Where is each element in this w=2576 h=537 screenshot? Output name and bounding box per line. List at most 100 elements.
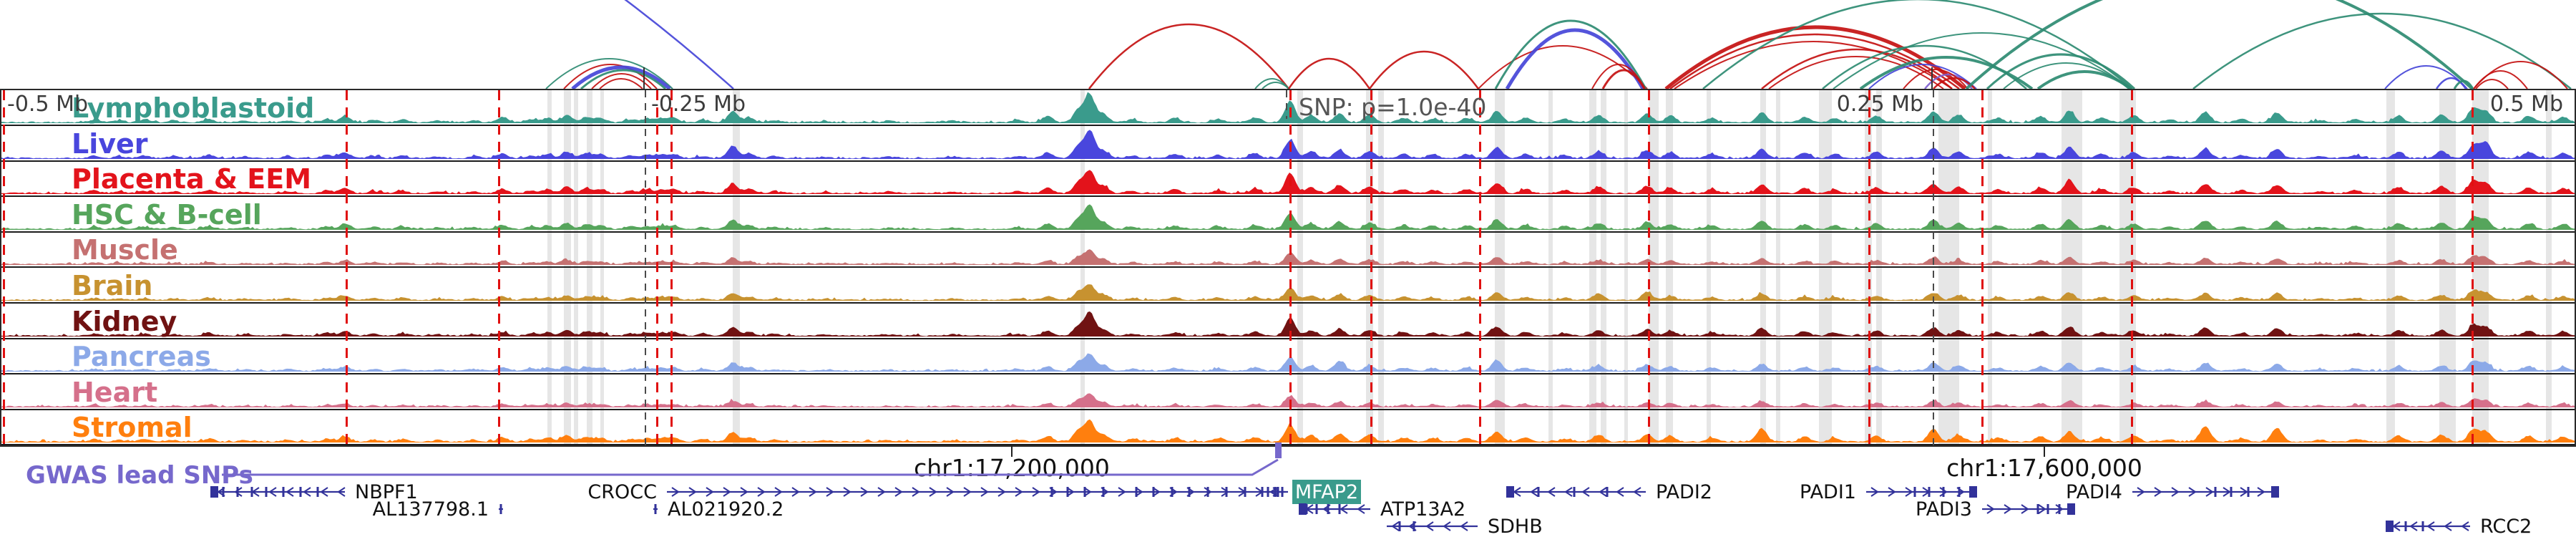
axis-tick-label-minus-0.25mb: -0.25 Mb [651, 92, 746, 117]
signal-area [1, 129, 2575, 159]
gene-mfap2: MFAP2 [1265, 480, 1361, 504]
gwas-snp-line [1868, 90, 1870, 445]
mfap2-highlight-box [1292, 480, 1361, 504]
gwas-snp-line [1981, 90, 1984, 445]
track-label-lymphoblastoid: Lymphoblastoid [72, 92, 315, 124]
signal-area [1, 393, 2575, 407]
interaction-arc [1254, 78, 1289, 89]
track-row-brain: Brain [1, 268, 2575, 304]
gwas-snp-line [1478, 90, 1481, 445]
track-label-muscle: Muscle [72, 234, 178, 266]
signal-area [1, 420, 2575, 443]
interaction-arc [1664, 25, 1966, 89]
interaction-arc [2192, 12, 2572, 89]
signal-area [1, 311, 2575, 337]
axis-tick-line [1933, 90, 1934, 445]
track-label-placenta-eem: Placenta & EEM [72, 163, 312, 195]
interaction-arc [1768, 56, 1944, 89]
interaction-arc [1368, 50, 1480, 89]
track-label-heart: Heart [72, 376, 158, 408]
chr-axis-tick [2044, 445, 2045, 457]
signal-area [1, 249, 2575, 266]
track-row-liver: Liver [1, 126, 2575, 162]
interaction-arc [1669, 33, 1960, 89]
gwas-snp-line [2471, 90, 2474, 445]
gene-padi2: PADI2 [1506, 481, 1712, 503]
track-row-pancreas: Pancreas [1, 339, 2575, 375]
signal-area [1, 204, 2575, 230]
gwas-snp-line [497, 90, 500, 445]
interaction-arc [571, 65, 671, 89]
interaction-arc [1761, 48, 1953, 89]
gene-label-atp13a2: ATP13A2 [1380, 498, 1465, 521]
signal-area [1, 284, 2575, 301]
track-label-stromal: Stromal [72, 412, 192, 444]
interaction-arc [545, 58, 673, 89]
axis-tick-label-minus-0.5mb: -0.5 Mb [7, 92, 88, 117]
gwas-snp-line [345, 90, 348, 445]
interaction-arc [2384, 65, 2468, 89]
axis-tick-line [645, 90, 646, 445]
gene-label-nbpf1: NBPF1 [355, 481, 418, 503]
gene-al137798.1: AL137798.1 [373, 498, 503, 521]
track-row-lymphoblastoid: Lymphoblastoid [1, 90, 2575, 126]
track-label-hsc-b-cell: HSC & B-cell [72, 198, 262, 231]
interaction-arc [1088, 23, 1289, 89]
gene-padi1: PADI1 [1800, 481, 1977, 503]
gene-label-padi3: PADI3 [1916, 498, 1972, 521]
gwas-snp-line [655, 90, 658, 445]
interaction-arc [591, 73, 652, 89]
interaction-arc [1494, 19, 1647, 89]
axis-tick-line [1286, 90, 1287, 119]
interaction-arc [1986, 53, 2136, 89]
gwas-snp-line [1289, 90, 1292, 445]
interaction-arc [1903, 69, 1968, 89]
interaction-arc [1287, 57, 1371, 89]
interaction-arc [1702, 0, 2133, 89]
interaction-arc [2475, 79, 2509, 89]
gwas-snp-line [670, 90, 673, 445]
gene-label-al137798.1: AL137798.1 [373, 498, 489, 521]
interaction-arc [1868, 64, 1977, 89]
gene-padi4: PADI4 [2066, 481, 2279, 503]
gene-sdhb: SDHB [1387, 516, 1543, 537]
track-label-pancreas: Pancreas [72, 341, 211, 373]
signal-area [1, 170, 2575, 195]
track-row-muscle: Muscle [1, 232, 2575, 268]
track-row-stromal: Stromal [1, 410, 2575, 446]
gwas-snp-line [1647, 90, 1650, 445]
gene-label-mfap2: MFAP2 [1295, 481, 1358, 503]
axis-tick-stub [643, 67, 645, 89]
gene-al021920.2: AL021920.2 [653, 498, 784, 521]
track-row-kidney: Kidney [1, 304, 2575, 339]
gene-annotation-track: NBPF1 CROCC MFAP2 PADI2 PADI1 PADI4 AL137798.1… [210, 480, 2532, 537]
track-label-kidney: Kidney [72, 305, 177, 337]
gwas-pointer-line [222, 458, 1279, 476]
gene-padi3: PADI3 [1916, 498, 2075, 521]
axis-tick-stub [1931, 67, 1933, 89]
gene-label-rcc2: RCC2 [2480, 516, 2532, 537]
interaction-arc [1262, 82, 1289, 89]
gwas-snp-line [2, 90, 5, 445]
track-label-liver: Liver [72, 127, 148, 160]
gene-label-al021920.2: AL021920.2 [668, 498, 784, 521]
interaction-arc [624, 0, 734, 89]
chr-position-label-left: chr1:17,200,000 [914, 454, 1110, 482]
interaction-arc [1674, 41, 1953, 89]
gene-label-padi2: PADI2 [1656, 481, 1712, 503]
gwas-lead-snp-marker [1275, 442, 1282, 458]
interaction-arc [1859, 56, 2034, 89]
track-row-hsc-b-cell: HSC & B-cell [1, 197, 2575, 233]
chr-position-label-right: chr1:17,600,000 [1946, 454, 2142, 482]
track-row-heart: Heart [1, 374, 2575, 410]
gwas-lead-snps-label: GWAS lead SNPs [26, 461, 253, 490]
signal-area [1, 353, 2575, 372]
gene-atp13a2: ATP13A2 [1299, 498, 1465, 521]
signal-area [1, 92, 2575, 123]
gwas-snp-line [1370, 90, 1372, 445]
track-label-brain: Brain [72, 270, 153, 301]
gene-label-padi1: PADI1 [1800, 481, 1856, 503]
axis-tick-label-0.5mb: 0.5 Mb [2489, 92, 2563, 117]
gene-label-crocc: CROCC [587, 481, 657, 503]
